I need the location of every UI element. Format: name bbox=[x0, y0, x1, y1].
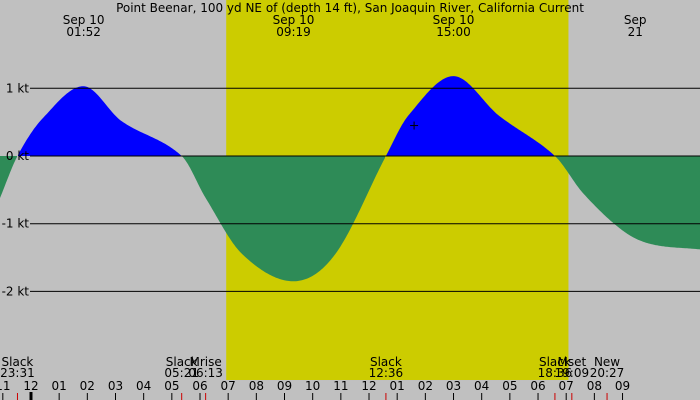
hour-tick-label: 05 bbox=[164, 379, 179, 393]
event-name: Slack bbox=[539, 355, 571, 369]
top-label-date: Sep 10 bbox=[433, 13, 475, 27]
ebb-area-0 bbox=[0, 156, 17, 198]
hour-tick-label: 08 bbox=[249, 379, 264, 393]
hour-tick-label: 04 bbox=[136, 379, 151, 393]
top-label-date: Sep 10 bbox=[273, 13, 315, 27]
hour-tick-label: 07 bbox=[559, 379, 574, 393]
hour-tick-label: 04 bbox=[474, 379, 489, 393]
ebb-area-2 bbox=[182, 156, 385, 282]
hour-tick-label: 11 bbox=[0, 379, 10, 393]
hour-tick-label: 12 bbox=[23, 379, 38, 393]
hour-tick-label: 06 bbox=[530, 379, 545, 393]
event-name: Mrise bbox=[190, 355, 222, 369]
top-label-time: 01:52 bbox=[66, 25, 101, 39]
hour-tick-label: 09 bbox=[615, 379, 630, 393]
chart-title: Point Beenar, 100 yd NE of (depth 14 ft)… bbox=[116, 1, 584, 15]
event-name: Slack bbox=[166, 355, 198, 369]
hour-tick-label: 02 bbox=[80, 379, 95, 393]
top-label-time: 21 bbox=[628, 25, 643, 39]
event-time: 12:36 bbox=[369, 366, 404, 380]
hour-tick-label: 03 bbox=[108, 379, 123, 393]
y-tick-label: 0 kt bbox=[6, 149, 29, 163]
current-marker bbox=[410, 121, 419, 130]
hour-tick-label: 01 bbox=[390, 379, 405, 393]
flood-area-1 bbox=[18, 86, 181, 156]
top-label-date: Sep 10 bbox=[63, 13, 105, 27]
hour-tick-label: 09 bbox=[277, 379, 292, 393]
top-label-time: 09:19 bbox=[276, 25, 311, 39]
event-time: 19:09 bbox=[555, 366, 590, 380]
hour-tick-label: 03 bbox=[446, 379, 461, 393]
event-name: New bbox=[594, 355, 620, 369]
flood-area-3 bbox=[386, 76, 554, 156]
event-name: Slack bbox=[370, 355, 402, 369]
y-tick-label: 1 kt bbox=[6, 81, 29, 95]
y-tick-label: -2 kt bbox=[2, 284, 30, 298]
current-area-series bbox=[0, 76, 700, 282]
y-tick-label: -1 kt bbox=[2, 217, 30, 231]
event-time: 18:36 bbox=[538, 366, 573, 380]
event-time: 05:21 bbox=[164, 366, 199, 380]
y-axis-labels: 1 kt 0 kt -1 kt -2 kt bbox=[2, 81, 30, 298]
top-label-time: 15:00 bbox=[436, 25, 471, 39]
event-time: 20:27 bbox=[590, 366, 625, 380]
hour-tick-label: 11 bbox=[333, 379, 348, 393]
hour-tick-label: 10 bbox=[305, 379, 320, 393]
event-name: Mset bbox=[557, 355, 586, 369]
hour-tick-label: 05 bbox=[502, 379, 517, 393]
hour-tick-label: 02 bbox=[418, 379, 433, 393]
bottom-event-labels: Slack23:31Slack05:21Mrise06:13Slack12:36… bbox=[0, 355, 624, 400]
event-time: 23:31 bbox=[0, 366, 35, 380]
event-time: 06:13 bbox=[188, 366, 223, 380]
event-name: Slack bbox=[2, 355, 34, 369]
hour-tick-label: 12 bbox=[361, 379, 376, 393]
hour-axis: 11 12 01 02 03 04 05 06 07 08 09 10 11 12 01 02 03 04 05 06… bbox=[0, 379, 630, 400]
ebb-area-4 bbox=[555, 156, 700, 250]
hour-tick-label: 06 bbox=[192, 379, 207, 393]
y-gridlines bbox=[30, 87, 700, 292]
hour-tick-label: 07 bbox=[221, 379, 236, 393]
top-label-date: Sep bbox=[624, 13, 647, 27]
hour-tick-label: 01 bbox=[52, 379, 67, 393]
hour-tick-label: 08 bbox=[587, 379, 602, 393]
